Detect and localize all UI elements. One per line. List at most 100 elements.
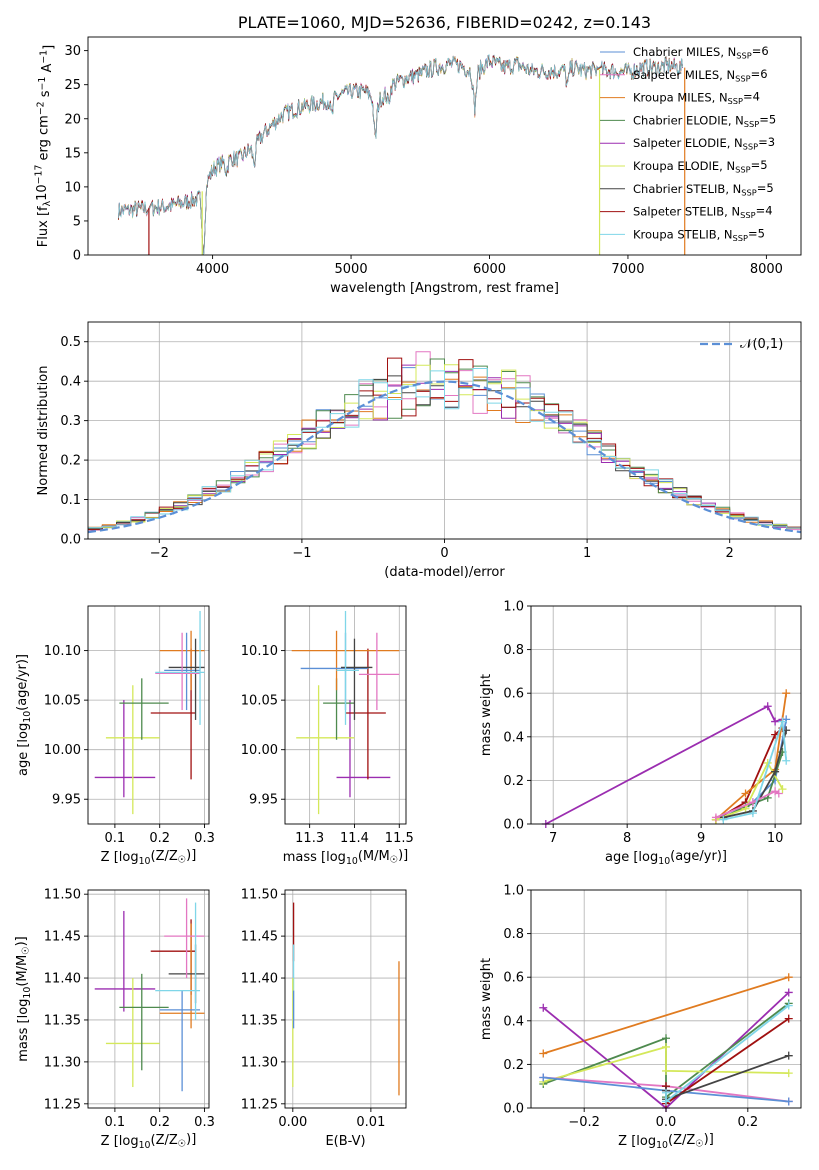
y-axis-label: Flux [fλ​10−17​ erg cm−2​ s−1​ A−1​] — [34, 45, 57, 247]
axes-frame — [87, 36, 802, 256]
y-tick-label: 15 — [64, 146, 81, 161]
y-tick-label: 11.40 — [241, 972, 278, 987]
y-tick-label: 30 — [64, 44, 81, 59]
x-tick-label: 8 — [623, 831, 631, 846]
x-tick-label: 1 — [583, 546, 591, 561]
y-axis-label: age [log10​(age/yr)] — [15, 654, 33, 776]
x-tick-label: 11.3 — [295, 831, 324, 846]
x-tick-label: 0.0 — [656, 1115, 677, 1130]
y-tick-label: 11.25 — [44, 1097, 81, 1112]
y-tick-label: 11.30 — [44, 1055, 81, 1070]
y-tick-label: 0.6 — [503, 687, 524, 702]
y-tick-label: 1.0 — [503, 884, 524, 899]
plus-marker — [784, 1014, 793, 1023]
plus-marker — [774, 789, 783, 798]
x-tick-label: 5000 — [335, 262, 368, 277]
x-tick-label: 0.1 — [105, 831, 126, 846]
y-tick-label: 5 — [73, 214, 81, 229]
mass_vs_ebv-axes — [285, 890, 406, 1108]
y-tick-label: 0.6 — [503, 971, 524, 986]
plus-marker — [711, 813, 720, 822]
y-tick-label: 11.45 — [44, 930, 81, 945]
spectrum-line — [118, 55, 683, 255]
spectrum-line — [118, 54, 683, 255]
plus-marker — [778, 717, 787, 726]
plus-marker — [784, 1001, 793, 1010]
x-tick-label: 9 — [697, 831, 705, 846]
axes-frame — [87, 889, 210, 1109]
plus-marker — [784, 988, 793, 997]
y-tick-label: 10.10 — [44, 644, 81, 659]
y-tick-label: 11.30 — [241, 1055, 278, 1070]
y-tick-label: 25 — [64, 78, 81, 93]
plus-marker — [662, 1066, 670, 1075]
y-axis-label: mass weight — [479, 958, 494, 1040]
plus-marker — [784, 1051, 793, 1060]
series-line — [723, 721, 788, 821]
legend-entry: Kroupa STELIB, NSSP​=5 — [633, 226, 765, 242]
x-tick-label: 0.2 — [737, 1115, 758, 1130]
plus-marker — [771, 717, 780, 726]
x-tick-label: 0.3 — [194, 1115, 215, 1130]
y-tick-label: 10.00 — [44, 743, 81, 758]
spectrum-line — [118, 54, 683, 255]
y-tick-label: 0.4 — [503, 1014, 524, 1029]
plus-marker — [539, 1003, 548, 1012]
legend-entry: Salpeter ELODIE, NSSP​=3 — [633, 135, 775, 151]
x-tick-label: 2 — [726, 546, 734, 561]
mass_weight_vs_age-series — [541, 689, 791, 828]
spectrum-line — [118, 54, 683, 256]
series-line — [665, 1054, 790, 1101]
residuals-frame — [84, 321, 802, 543]
x-tick-label: 8000 — [750, 262, 783, 277]
y-axis-label: mass weight — [479, 674, 494, 756]
mass_weight_vs_age-frame — [527, 605, 802, 828]
mass_weight_vs_Z-frame — [527, 889, 802, 1112]
spectrum-frame — [84, 36, 802, 259]
axes-frame — [284, 605, 407, 825]
plus-marker — [771, 767, 780, 776]
age_vs_mass-points — [291, 610, 400, 815]
y-tick-label: 0.2 — [503, 1058, 524, 1073]
x-tick-label: 0.2 — [149, 831, 170, 846]
y-tick-label: 0.2 — [60, 454, 81, 469]
legend-entry: Chabrier STELIB, NSSP​=5 — [633, 181, 774, 197]
plus-marker — [778, 785, 787, 794]
y-tick-label: 0.5 — [60, 335, 81, 350]
legend-entry: Chabrier ELODIE, NSSP​=5 — [633, 112, 776, 128]
y-tick-label: 10.05 — [44, 694, 81, 709]
x-axis-label: mass [log10​(M/M☉​)] — [283, 848, 409, 867]
y-tick-label: 10.00 — [241, 743, 278, 758]
x-tick-label: 4000 — [196, 262, 229, 277]
residuals-axes — [88, 322, 801, 540]
y-tick-label: 10.05 — [241, 694, 278, 709]
x-tick-label: 0.01 — [356, 1115, 385, 1130]
plus-marker — [748, 809, 757, 818]
plus-marker — [719, 815, 728, 824]
x-tick-label: −2 — [150, 546, 169, 561]
plus-marker — [662, 1034, 670, 1043]
x-tick-label: 10 — [767, 831, 784, 846]
plus-marker — [662, 1088, 670, 1097]
y-tick-label: 11.35 — [241, 1013, 278, 1028]
y-tick-label: 11.50 — [44, 888, 81, 903]
axes-frame — [530, 605, 802, 825]
x-tick-label: 0 — [440, 546, 448, 561]
plus-marker — [782, 689, 791, 698]
y-tick-label: 0.8 — [503, 643, 524, 658]
y-tick-label: 11.50 — [241, 888, 278, 903]
y-tick-label: 1.0 — [503, 600, 524, 615]
plus-marker — [539, 1049, 548, 1058]
legend-entry: Kroupa MILES, NSSP​=4 — [633, 90, 760, 106]
x-tick-label: 11.4 — [340, 831, 369, 846]
x-tick-label: −0.2 — [568, 1115, 600, 1130]
x-axis-label: age [log10​(age/yr)] — [605, 849, 727, 867]
x-tick-label: 0.3 — [194, 831, 215, 846]
y-tick-label: 0.0 — [503, 1102, 524, 1117]
axes-frame — [87, 605, 210, 825]
x-axis-label: Z [log10​(Z/Z☉​)] — [101, 1132, 197, 1151]
legend-entry: Salpeter MILES, NSSP​=6 — [633, 67, 768, 83]
plus-marker — [784, 1097, 793, 1106]
y-tick-label: 11.40 — [44, 972, 81, 987]
